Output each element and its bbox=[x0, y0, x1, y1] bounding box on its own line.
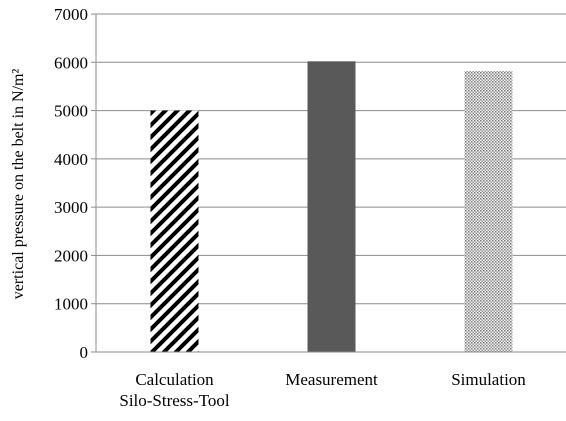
x-tick-label: Silo-Stress-Tool bbox=[119, 391, 230, 410]
tick-labels: 0 1000 2000 3000 4000 5000 6000 7000 Calculation… bbox=[54, 5, 526, 410]
x-tick-label: Calculation bbox=[135, 370, 214, 389]
y-tick-label: 4000 bbox=[54, 150, 88, 169]
bar-2 bbox=[464, 70, 513, 352]
bar-0 bbox=[150, 110, 199, 352]
x-tick-label: Simulation bbox=[451, 370, 526, 389]
y-tick-label: 3000 bbox=[54, 198, 88, 217]
y-tick-label: 6000 bbox=[54, 53, 88, 72]
axes bbox=[91, 13, 566, 353]
y-tick-label: 2000 bbox=[54, 246, 88, 265]
bars bbox=[150, 61, 513, 352]
x-tick-label: Measurement bbox=[285, 370, 378, 389]
y-tick-label: 5000 bbox=[54, 102, 88, 121]
y-axis-label: vertical pressure on the belt in N/m² bbox=[10, 69, 27, 300]
y-tick-label: 0 bbox=[80, 343, 89, 362]
y-tick-label: 7000 bbox=[54, 5, 88, 24]
bar-1 bbox=[307, 61, 356, 352]
y-tick-label: 1000 bbox=[54, 295, 88, 314]
